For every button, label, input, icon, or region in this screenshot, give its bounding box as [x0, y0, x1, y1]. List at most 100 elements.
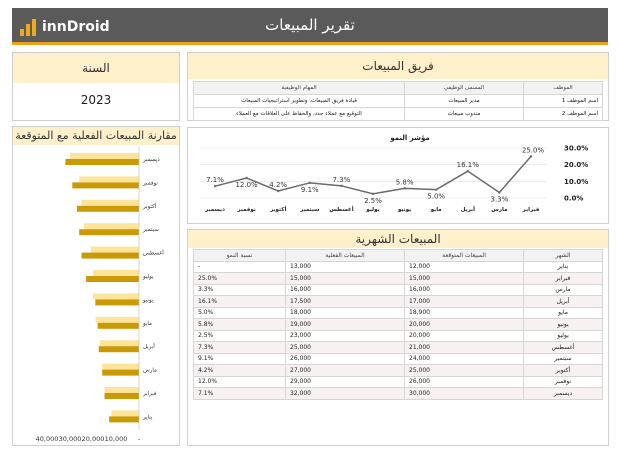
expected-sales-cell: 15,000 [404, 272, 524, 285]
category-label: ديسمبر [142, 157, 160, 163]
x-tick-label: أكتوبر [269, 205, 286, 213]
job-title-cell: مدير المبيعات [404, 94, 524, 108]
x-tick-label: فبراير [522, 207, 540, 213]
category-label: سبتمبر [142, 227, 159, 233]
table-row: يوليو 20,000 23,000 2.5% [193, 329, 603, 342]
x-tick-label: أغسطس [329, 205, 353, 213]
employee-cell: اسم الموظف 1 [523, 94, 603, 108]
y-tick-label: 0.0% [564, 195, 583, 203]
category-label: مايو [142, 321, 152, 327]
growth-point [213, 184, 217, 188]
growth-rate-cell: 25.0% [193, 272, 286, 285]
growth-point [466, 169, 469, 173]
x-tick-label: نوفمبر [236, 207, 255, 213]
x-tick-label: 40,000 [36, 435, 59, 443]
employee-cell: اسم الموظف 2 [523, 107, 603, 121]
actual-sales-cell: 29,000 [285, 375, 405, 388]
table-row: اسم الموظف 2 مندوب مبيعات التوقيع مع عمل… [193, 107, 603, 121]
expected-sales-bar [79, 176, 139, 183]
growth-point [277, 189, 280, 193]
data-label: 12.0% [235, 181, 258, 189]
table-row: فبراير 15,000 15,000 25.0% [193, 272, 603, 285]
x-tick-label: سبتمبر [299, 207, 319, 213]
page-title: تقرير المبيعات [265, 16, 355, 34]
actual-sales-cell: 16,000 [285, 283, 405, 296]
growth-rate-cell: 16.1% [193, 295, 286, 308]
expected-sales-bar [99, 340, 139, 347]
data-label: 4.2% [269, 181, 287, 189]
table-row: مارس 16,000 16,000 3.3% [193, 283, 603, 296]
logo-text: innDroid [42, 19, 110, 35]
category-label: مارس [143, 368, 157, 374]
expected-sales-cell: 18,900 [404, 306, 524, 319]
monthly-sales-title: المبيعات الشهرية [188, 230, 608, 248]
sales-team-panel: فريق المبيعات الموظف المسمى الوظيفي المه… [187, 52, 609, 121]
actual-sales-cell: 25,000 [285, 341, 405, 354]
expected-sales-bar [81, 199, 139, 206]
comparison-chart-title: مقارنة المبيعات الفعلية مع المتوقعة [13, 127, 179, 145]
actual-sales-bar [98, 346, 139, 353]
growth-rate-cell: 5.8% [193, 318, 286, 331]
expected-sales-cell: 26,000 [404, 375, 524, 388]
table-row: ديسمبر 30,000 32,000 7.1% [193, 387, 603, 400]
data-label: 5.0% [427, 193, 445, 201]
expected-sales-cell: 24,000 [404, 352, 524, 365]
x-tick-label: 30,000 [59, 435, 82, 443]
growth-rate-cell: - [193, 260, 286, 273]
data-label: 2.5% [364, 197, 382, 205]
growth-point [371, 192, 375, 196]
table-row: أبريل 17,000 17,500 16.1% [193, 295, 603, 308]
table-row: مايو 18,900 18,000 5.0% [193, 306, 603, 319]
expected-sales-cell: 20,000 [404, 329, 524, 342]
growth-point [245, 176, 248, 180]
category-label: يوليو [142, 274, 154, 280]
growth-rate-cell: 7.1% [193, 387, 286, 400]
month-cell: يناير [523, 260, 603, 273]
expected-sales-cell: 20,000 [404, 318, 524, 331]
expected-sales-cell: 25,000 [404, 364, 524, 377]
expected-sales-bar [90, 246, 139, 253]
growth-rate-cell: 2.5% [193, 329, 286, 342]
column-header: المهام الوظيفية [193, 81, 405, 95]
growth-rate-cell: 9.1% [193, 352, 286, 365]
actual-sales-bar [97, 322, 139, 329]
growth-point [403, 187, 406, 190]
actual-sales-bar [109, 416, 139, 423]
growth-chart-panel: مؤشر النمو 30.0% 20.0% 10.0% 0.0% 25.0% فبراي… [187, 127, 609, 224]
comparison-bar-chart: ديسمبر نوفمبر أكتوبر سبتمبر أغسطس يوليو يونيو م… [36, 147, 164, 443]
month-cell: يوليو [523, 329, 603, 342]
growth-chart-title: مؤشر النمو [389, 134, 429, 142]
year-label: السنة [13, 53, 179, 83]
expected-sales-bar [102, 363, 139, 370]
actual-sales-cell: 15,000 [285, 272, 405, 285]
actual-sales-cell: 13,000 [285, 260, 405, 273]
month-cell: مارس [523, 283, 603, 296]
growth-rate-cell: 3.3% [193, 283, 286, 296]
expected-sales-cell: 16,000 [404, 283, 524, 296]
x-tick-label: - [138, 435, 141, 443]
expected-sales-cell: 21,000 [404, 341, 524, 354]
table-row: أكتوبر 25,000 27,000 4.2% [193, 364, 603, 377]
brand-logo: innDroid [20, 14, 110, 36]
actual-sales-cell: 26,000 [285, 352, 405, 365]
x-tick-label: يوليو [365, 207, 379, 213]
x-tick-label: 10,000 [105, 435, 128, 443]
monthly-sales-table: الشهر المبيعات المتوقعة المبيعات الفعلية… [193, 249, 603, 400]
logo-bar-icon [20, 29, 24, 36]
expected-sales-bar [111, 410, 139, 417]
actual-sales-cell: 17,500 [285, 295, 405, 308]
month-cell: نوفمبر [523, 375, 603, 388]
growth-point [435, 188, 438, 191]
x-tick-label: أبريل [461, 205, 475, 213]
y-tick-label: 10.0% [564, 178, 588, 186]
growth-line-chart: مؤشر النمو 30.0% 20.0% 10.0% 0.0% 25.0% فبراي… [200, 134, 588, 213]
month-cell: مايو [523, 306, 603, 319]
data-label: 16.1% [457, 161, 480, 169]
actual-sales-bar [65, 159, 139, 165]
x-tick-label: 20,000 [82, 435, 105, 443]
tasks-cell: قيادة فريق المبيعات، وتطوير استراتيجيات … [193, 94, 405, 108]
growth-rate-cell: 5.0% [193, 306, 286, 319]
x-tick-label: مارس [491, 207, 507, 213]
actual-sales-bar [76, 205, 139, 212]
table-row: أغسطس 21,000 25,000 7.3% [193, 341, 603, 354]
